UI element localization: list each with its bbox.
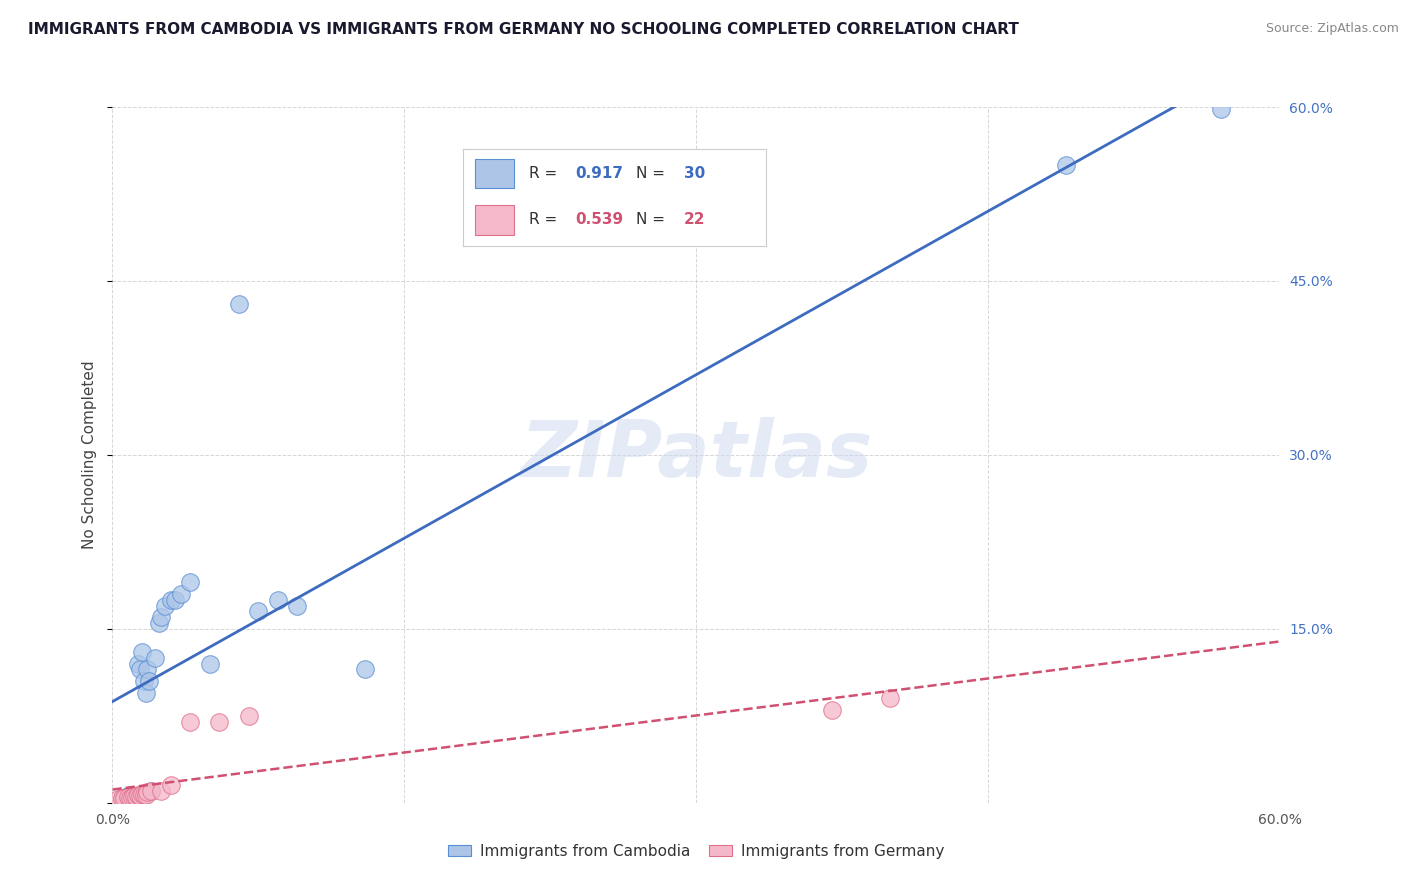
Point	[118, 791, 141, 805]
Point	[107, 792, 129, 806]
Point	[135, 788, 157, 802]
Point	[163, 592, 186, 607]
Point	[135, 685, 157, 699]
Point	[285, 599, 308, 613]
Point	[198, 657, 221, 671]
Point	[115, 790, 138, 805]
Point	[122, 789, 145, 803]
Point	[150, 610, 173, 624]
Point	[141, 784, 163, 798]
Point	[112, 791, 135, 805]
Point	[267, 592, 290, 607]
Point	[179, 575, 201, 590]
Point	[153, 599, 176, 613]
Point	[131, 787, 153, 801]
Point	[132, 674, 155, 689]
Point	[169, 587, 191, 601]
Point	[128, 789, 150, 803]
Point	[118, 791, 141, 805]
Text: IMMIGRANTS FROM CAMBODIA VS IMMIGRANTS FROM GERMANY NO SCHOOLING COMPLETED CORRE: IMMIGRANTS FROM CAMBODIA VS IMMIGRANTS F…	[28, 22, 1019, 37]
Point	[136, 662, 159, 676]
Legend: Immigrants from Cambodia, Immigrants from Germany: Immigrants from Cambodia, Immigrants fro…	[441, 838, 950, 864]
Point	[128, 662, 150, 676]
Point	[247, 605, 270, 619]
Point	[228, 297, 250, 311]
Point	[138, 674, 160, 689]
Point	[160, 592, 183, 607]
Point	[136, 785, 159, 799]
Point	[127, 788, 149, 802]
Point	[821, 703, 844, 717]
Point	[125, 789, 148, 803]
Point	[238, 708, 260, 723]
Point	[148, 615, 170, 630]
Text: ZIPatlas: ZIPatlas	[520, 417, 872, 493]
Point	[141, 784, 163, 798]
Point	[160, 778, 183, 792]
Point	[121, 790, 143, 805]
Point	[354, 662, 377, 676]
Point	[131, 645, 153, 659]
Y-axis label: No Schooling Completed: No Schooling Completed	[82, 360, 97, 549]
Point	[879, 691, 901, 706]
Point	[1209, 103, 1232, 117]
Point	[132, 788, 155, 802]
Point	[117, 790, 139, 805]
Point	[150, 784, 173, 798]
Point	[111, 791, 134, 805]
Point	[179, 714, 201, 729]
Point	[208, 714, 231, 729]
Point	[143, 651, 166, 665]
Point	[125, 790, 148, 805]
Point	[1054, 158, 1077, 172]
Point	[117, 789, 139, 803]
Point	[111, 792, 134, 806]
Point	[127, 657, 149, 671]
Text: Source: ZipAtlas.com: Source: ZipAtlas.com	[1265, 22, 1399, 36]
Point	[121, 790, 143, 805]
